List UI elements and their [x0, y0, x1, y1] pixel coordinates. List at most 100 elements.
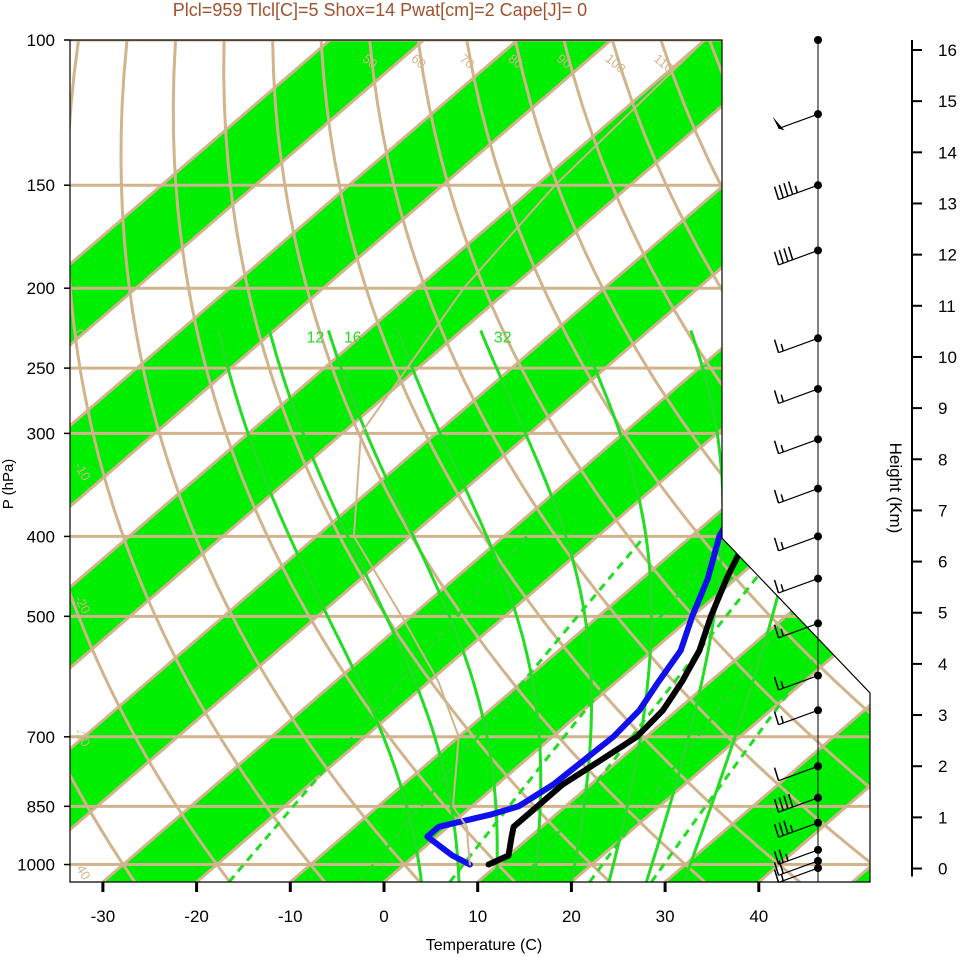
- pressure-tick-label: 100: [27, 31, 55, 50]
- moist-adiabat-label: 16: [344, 329, 362, 346]
- wind-barb-full: [773, 851, 780, 865]
- wind-barb-full: [778, 849, 784, 863]
- height-tick-label: 14: [938, 143, 957, 162]
- isotherm-line: [101, 40, 870, 882]
- wind-barb-staff: [778, 388, 819, 404]
- moist-adiabat-line: [267, 329, 461, 882]
- wind-barb-half: [794, 185, 799, 193]
- moist-adiabat-label: 12: [306, 329, 324, 346]
- wind-barb: [773, 388, 819, 404]
- wind-barb-staff: [778, 709, 819, 726]
- height-tick-label: 16: [938, 41, 957, 60]
- wind-barb-full: [773, 489, 780, 504]
- wind-barb-full: [773, 537, 780, 552]
- isotherm-label: 20: [772, 356, 799, 383]
- wind-barb: [773, 849, 819, 865]
- chart-title: Plcl=959 Tlcl[C]=5 Shox=14 Pwat[cm]=2 Ca…: [173, 0, 587, 20]
- mixing-ratio-label: 8: [488, 875, 495, 890]
- wind-barb-full: [787, 793, 794, 808]
- wind-barb-full: [773, 251, 780, 266]
- x-tick-label: -20: [184, 907, 209, 926]
- moist-adiabat-line: [396, 329, 543, 882]
- wind-barb-half: [780, 494, 784, 502]
- isotherm-line: [664, 40, 870, 882]
- isotherm-line: [946, 40, 961, 882]
- x-tick-label: -10: [278, 907, 303, 926]
- x-axis-label: Temperature (C): [426, 937, 542, 954]
- dry-adiabat-line: [70, 40, 232, 882]
- height-tick-label: 13: [938, 194, 957, 213]
- x-tick-label: 40: [749, 907, 768, 926]
- wind-barb-full: [787, 246, 794, 260]
- dry-adiabat-line: [465, 40, 870, 882]
- mixing-ratio-line: [448, 535, 727, 882]
- height-tick-label: 9: [938, 399, 947, 418]
- wind-barb-staff: [778, 488, 819, 504]
- wind-barb-full: [787, 181, 794, 195]
- pressure-tick-label: 500: [27, 607, 55, 626]
- wind-barb-full: [783, 182, 789, 197]
- dry-adiabat-line: [319, 40, 801, 882]
- wind-barb: [773, 438, 819, 455]
- wind-barb: [773, 181, 819, 201]
- wind-barb-column: [772, 36, 822, 884]
- x-tick-label: 10: [468, 907, 487, 926]
- wind-barb-full: [773, 869, 780, 883]
- wind-barb: [773, 622, 819, 639]
- isotherm-band: [102, 40, 870, 882]
- wind-barb-full: [778, 249, 784, 264]
- series-line-parcel: [352, 40, 706, 866]
- wind-barb-staff: [778, 337, 819, 354]
- wind-barb: [773, 793, 819, 813]
- wind-barb-half: [785, 853, 789, 862]
- dry-adiabat-line: [513, 40, 870, 882]
- dry-adiabat-line: [562, 40, 870, 882]
- wind-barb: [773, 578, 819, 594]
- height-tick-label: 0: [938, 860, 947, 879]
- height-tick-label: 3: [938, 706, 947, 725]
- wind-barb-full: [778, 860, 784, 874]
- mixing-ratio-line: [650, 535, 870, 882]
- wind-barb-half: [780, 343, 784, 352]
- height-tick-label: 12: [938, 246, 957, 265]
- wind-barb-full: [773, 862, 780, 876]
- isotherm-line: [70, 40, 331, 882]
- wind-barb-half: [780, 584, 784, 592]
- wind-barb: [773, 675, 819, 691]
- wind-barb-dot: [814, 36, 822, 44]
- wind-barb-staff: [778, 797, 819, 813]
- isotherm-band: [70, 40, 612, 882]
- isotherm-line: [70, 40, 425, 882]
- dry-adiabat-line: [70, 40, 137, 882]
- pressure-tick-label: 150: [27, 176, 55, 195]
- moist-adiabat-line: [217, 330, 423, 882]
- dry-adiabat-line: [416, 40, 870, 882]
- wind-barb-full: [773, 624, 780, 639]
- pressure-tick-label: 250: [27, 359, 55, 378]
- wind-barb-staff: [778, 765, 819, 782]
- dry-adiabat-line: [119, 40, 422, 882]
- wind-barb-half: [780, 873, 784, 881]
- wind-barb: [773, 860, 819, 876]
- adiabat-label: 60: [408, 51, 429, 72]
- wind-barb-full: [778, 822, 784, 836]
- wind-barb-full: [773, 823, 780, 838]
- wind-barb-full: [783, 820, 789, 834]
- wind-barb: [773, 535, 819, 552]
- isotherm-label: 10: [724, 16, 751, 43]
- isotherm-line: [383, 40, 870, 882]
- wind-barb-full: [773, 711, 780, 725]
- mixing-ratio-line: [227, 535, 528, 882]
- wind-barb-staff: [778, 822, 819, 838]
- isotherm-band: [70, 40, 799, 882]
- wind-barb-staff: [778, 622, 819, 639]
- wind-barb: [773, 709, 819, 726]
- mixing-ratio-line: [358, 535, 646, 882]
- wind-barb-staff: [778, 184, 819, 201]
- wind-barb-half: [780, 541, 784, 550]
- wind-barb-half: [780, 444, 784, 453]
- moist-adiabat-line: [327, 329, 499, 882]
